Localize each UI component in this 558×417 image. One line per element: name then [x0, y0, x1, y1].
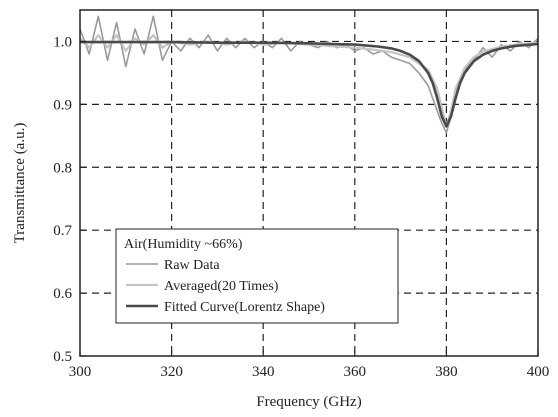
x-tick-label: 300	[69, 364, 92, 380]
legend-entry-3: Fitted Curve(Lorentz Shape)	[164, 300, 325, 315]
series-line-2	[79, 34, 539, 128]
y-tick-label: 1.0	[53, 34, 72, 50]
ticks	[79, 40, 539, 357]
x-tick-label: 340	[252, 364, 275, 380]
x-tick-label: 380	[435, 364, 458, 380]
y-tick-label: 0.5	[53, 349, 72, 365]
x-tick-label: 400	[527, 364, 550, 380]
legend-box	[115, 228, 399, 324]
y-tick-label: 0.8	[53, 160, 72, 176]
legend-entries: Raw Data Averaged(20 Times) Fitted Curve(L…	[126, 258, 325, 315]
x-tick-label: 320	[160, 364, 183, 380]
y-tick-label: 0.6	[53, 286, 72, 302]
legend: Air(Humidity ~66%) Raw Data Averaged(20 T…	[115, 228, 399, 324]
x-axis-title: Frequency (GHz)	[256, 394, 361, 410]
legend-entry-2: Averaged(20 Times)	[164, 279, 279, 294]
legend-entry-1: Raw Data	[164, 258, 220, 273]
series-layer	[79, 15, 539, 134]
series-line-1	[79, 15, 539, 134]
legend-title: Air(Humidity ~66%)	[124, 237, 243, 252]
y-tick-label: 0.9	[53, 97, 72, 113]
y-axis-title: Transmittance (a.u.)	[12, 123, 28, 244]
series-line-3	[80, 40, 539, 128]
y-tick-label: 0.7	[53, 223, 72, 239]
tick-labels: 300 320 340 360 380 400 0.5 0.6 0.7 0.8 0.9 1.0	[53, 34, 549, 380]
plot-frame	[79, 9, 539, 357]
x-tick-label: 360	[344, 364, 367, 380]
